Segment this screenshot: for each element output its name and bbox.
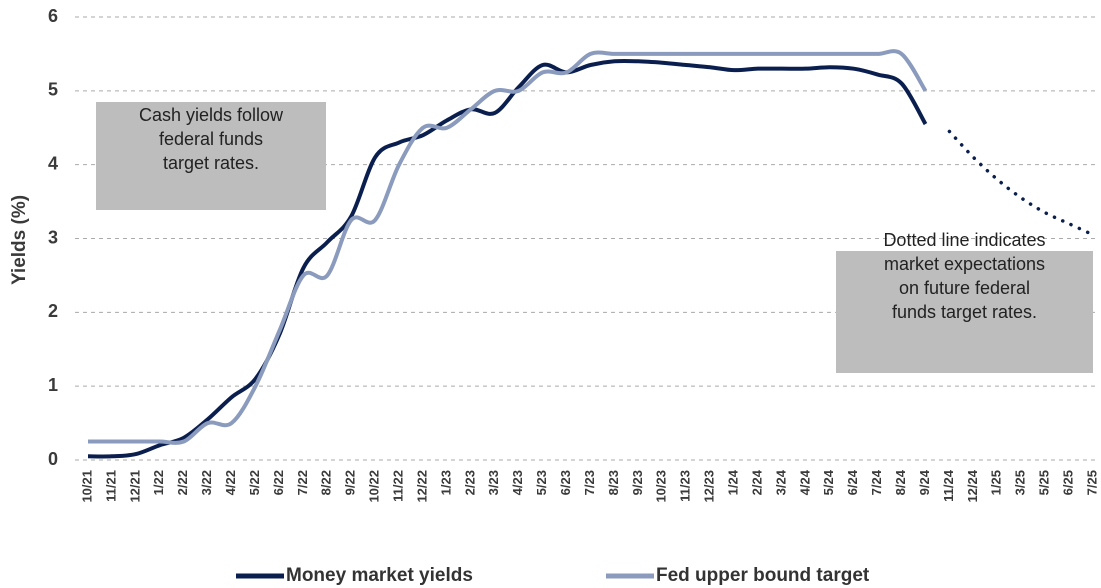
annotation-text: Dotted line indicates — [883, 230, 1045, 250]
x-tick-label: 11/23 — [678, 470, 693, 502]
x-tick-label: 3/24 — [773, 469, 788, 495]
x-tick-label: 7/25 — [1084, 470, 1099, 495]
x-tick-label: 4/24 — [797, 469, 812, 495]
annotation-box — [96, 102, 326, 210]
series-line — [87, 58, 928, 459]
x-tick-label: 1/25 — [989, 470, 1004, 495]
x-tick-label: 12/22 — [414, 470, 429, 503]
legend-label: Fed upper bound target — [656, 565, 870, 586]
x-tick-label: 8/23 — [606, 470, 621, 495]
x-tick-label: 2/24 — [749, 469, 764, 495]
annotation-text: federal funds — [159, 129, 263, 149]
series-line — [947, 129, 1095, 237]
annotation-text: target rates. — [163, 153, 259, 173]
x-tick-label: 1/22 — [151, 470, 166, 495]
x-tick-label: 1/24 — [726, 469, 741, 495]
x-tick-label: 10/22 — [367, 470, 382, 503]
x-tick-label: 5/23 — [534, 470, 549, 495]
annotation-text: on future federal — [899, 278, 1030, 298]
x-tick-label: 6/22 — [271, 470, 286, 495]
x-tick-label: 6/25 — [1061, 470, 1076, 495]
x-tick-label: 11/22 — [391, 470, 406, 502]
x-tick-label: 3/23 — [486, 470, 501, 495]
y-tick-label: 5 — [48, 80, 58, 100]
x-tick-label: 11/21 — [103, 470, 118, 502]
annotation-text: Cash yields follow — [139, 105, 284, 125]
y-tick-label: 1 — [48, 375, 58, 395]
x-tick-label: 3/25 — [1013, 470, 1028, 495]
x-tick-label: 11/24 — [941, 469, 956, 502]
x-tick-label: 4/23 — [510, 470, 525, 495]
legend-label: Money market yields — [286, 565, 473, 586]
x-tick-label: 9/23 — [630, 470, 645, 495]
x-tick-label: 8/24 — [893, 469, 908, 495]
annotation-box — [836, 251, 1093, 373]
x-tick-label: 2/23 — [462, 470, 477, 495]
y-axis-label: Yields (%) — [9, 195, 30, 285]
x-tick-label: 5/24 — [821, 469, 836, 495]
x-tick-label: 5/22 — [247, 470, 262, 495]
x-tick-label: 10/23 — [654, 470, 669, 503]
x-tick-label: 8/22 — [319, 470, 334, 495]
annotation-text: market expectations — [884, 254, 1045, 274]
x-tick-label: 1/23 — [438, 470, 453, 495]
x-tick-label: 12/21 — [127, 470, 142, 503]
y-tick-label: 0 — [48, 449, 58, 469]
y-tick-label: 4 — [48, 153, 58, 173]
x-tick-label: 4/22 — [223, 470, 238, 495]
x-tick-label: 12/23 — [702, 470, 717, 503]
annotation-text: funds target rates. — [892, 302, 1037, 322]
x-tick-label: 7/24 — [869, 469, 884, 495]
series-line — [88, 49, 928, 445]
x-tick-label: 6/23 — [558, 470, 573, 495]
x-tick-label: 6/24 — [845, 469, 860, 495]
x-tick-label: 10/21 — [79, 470, 94, 503]
x-tick-label: 7/23 — [582, 470, 597, 495]
y-tick-label: 2 — [48, 301, 58, 321]
y-tick-label: 3 — [48, 227, 58, 247]
x-tick-label: 9/24 — [917, 469, 932, 495]
x-tick-label: 7/22 — [295, 470, 310, 495]
x-tick-label: 9/22 — [343, 470, 358, 495]
x-tick-label: 3/22 — [199, 470, 214, 495]
x-tick-label: 12/24 — [965, 469, 980, 502]
y-tick-label: 6 — [48, 6, 58, 26]
x-tick-label: 2/22 — [175, 470, 190, 495]
x-tick-label: 5/25 — [1037, 470, 1052, 495]
